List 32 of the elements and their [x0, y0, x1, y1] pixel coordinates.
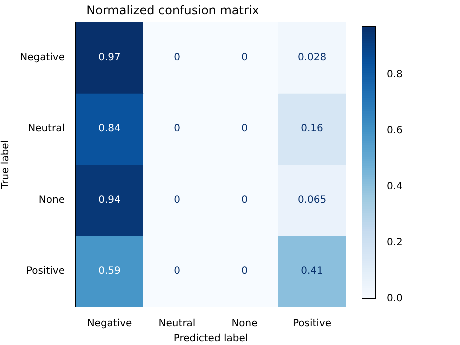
color-bar-label: 0.2	[387, 238, 403, 249]
y-tick-label: None	[38, 194, 65, 206]
data-label: 0	[174, 266, 180, 278]
data-label: 0.97	[98, 52, 121, 64]
data-label: 0.028	[298, 52, 327, 64]
x-tick-label: None	[232, 318, 258, 330]
data-label: 0	[242, 124, 248, 135]
data-label: 0	[174, 194, 180, 206]
data-label: 0	[242, 266, 248, 278]
x-tick-label: Negative	[87, 318, 132, 330]
x-tick-label: Neutral	[158, 318, 196, 330]
y-axis-title: True label	[0, 140, 12, 190]
color-bar-label: 0.6	[387, 125, 403, 136]
data-label: 0.94	[98, 194, 121, 206]
data-label: 0	[242, 194, 248, 206]
color-bar-label: 0.0	[387, 294, 403, 305]
data-label: 0.16	[301, 124, 324, 135]
x-tick-label: Positive	[292, 318, 332, 330]
data-label: 0	[174, 124, 180, 135]
color-bar-label: 0.8	[387, 69, 403, 80]
data-label: 0.59	[98, 266, 121, 278]
y-tick-label: Positive	[26, 266, 65, 278]
x-axis-title: Predicted label	[174, 334, 248, 345]
data-label: 0.065	[298, 194, 327, 206]
data-label: 0	[174, 52, 180, 64]
chart-title: Normalized confusion matrix	[86, 3, 260, 18]
color-bar-label: 0.4	[387, 181, 403, 192]
data-label: 0.41	[301, 266, 324, 278]
y-tick-label: Negative	[20, 52, 65, 64]
data-label: 0.84	[98, 124, 121, 135]
y-tick-label: Neutral	[28, 124, 65, 135]
data-label: 0	[242, 52, 248, 64]
